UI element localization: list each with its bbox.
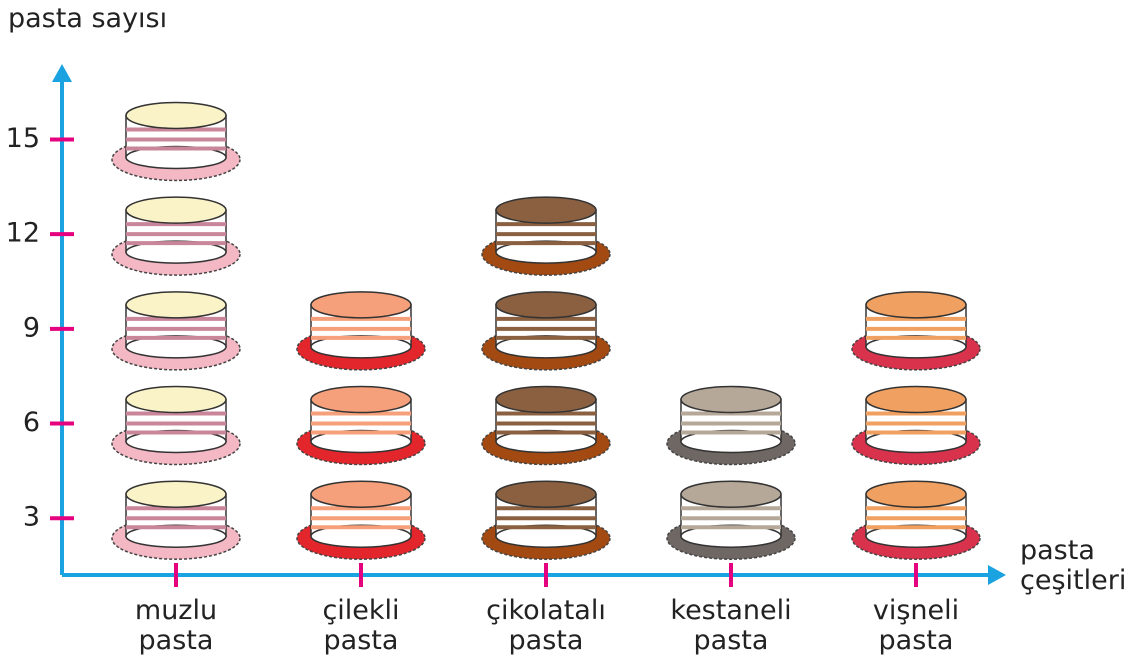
cake-top — [125, 480, 227, 508]
cake-top — [865, 480, 967, 508]
cake-top — [125, 101, 227, 130]
x-tick-label: çikolatalı pasta — [486, 595, 606, 656]
y-tick-label: 15 — [6, 123, 40, 154]
cake-top — [495, 291, 597, 319]
cake-top — [310, 291, 412, 319]
y-axis-label: pasta sayısı — [8, 3, 168, 34]
x-tick-label: muzlu pasta — [134, 595, 218, 656]
cake-top — [680, 480, 782, 508]
x-tick-label: vişneli pasta — [872, 595, 960, 656]
cake-stack — [666, 385, 796, 560]
cake-top — [125, 291, 227, 319]
y-axis-arrow — [52, 64, 72, 82]
cake-stack — [296, 291, 426, 560]
y-tick-label: 12 — [6, 218, 40, 249]
x-tick-label: çilekli pasta — [322, 595, 400, 656]
cake-top — [310, 385, 412, 414]
cake-top — [865, 385, 967, 414]
cake-stack — [111, 101, 241, 560]
cake-top — [125, 385, 227, 414]
x-axis-arrow — [988, 565, 1006, 585]
cake-top — [495, 385, 597, 414]
cake-top — [310, 480, 412, 508]
cake-top — [125, 196, 227, 224]
cake-top — [495, 196, 597, 224]
cake-top — [680, 385, 782, 414]
x-axis-label: pasta çeşitleri — [1020, 535, 1127, 596]
y-tick-label: 9 — [23, 312, 40, 343]
cake-top — [495, 480, 597, 508]
y-tick-label: 3 — [23, 502, 40, 533]
cake-stack — [481, 196, 611, 560]
cake-stack — [851, 291, 981, 560]
cake-top — [865, 291, 967, 319]
y-tick-label: 6 — [23, 407, 40, 438]
x-tick-label: kestaneli pasta — [670, 595, 792, 656]
